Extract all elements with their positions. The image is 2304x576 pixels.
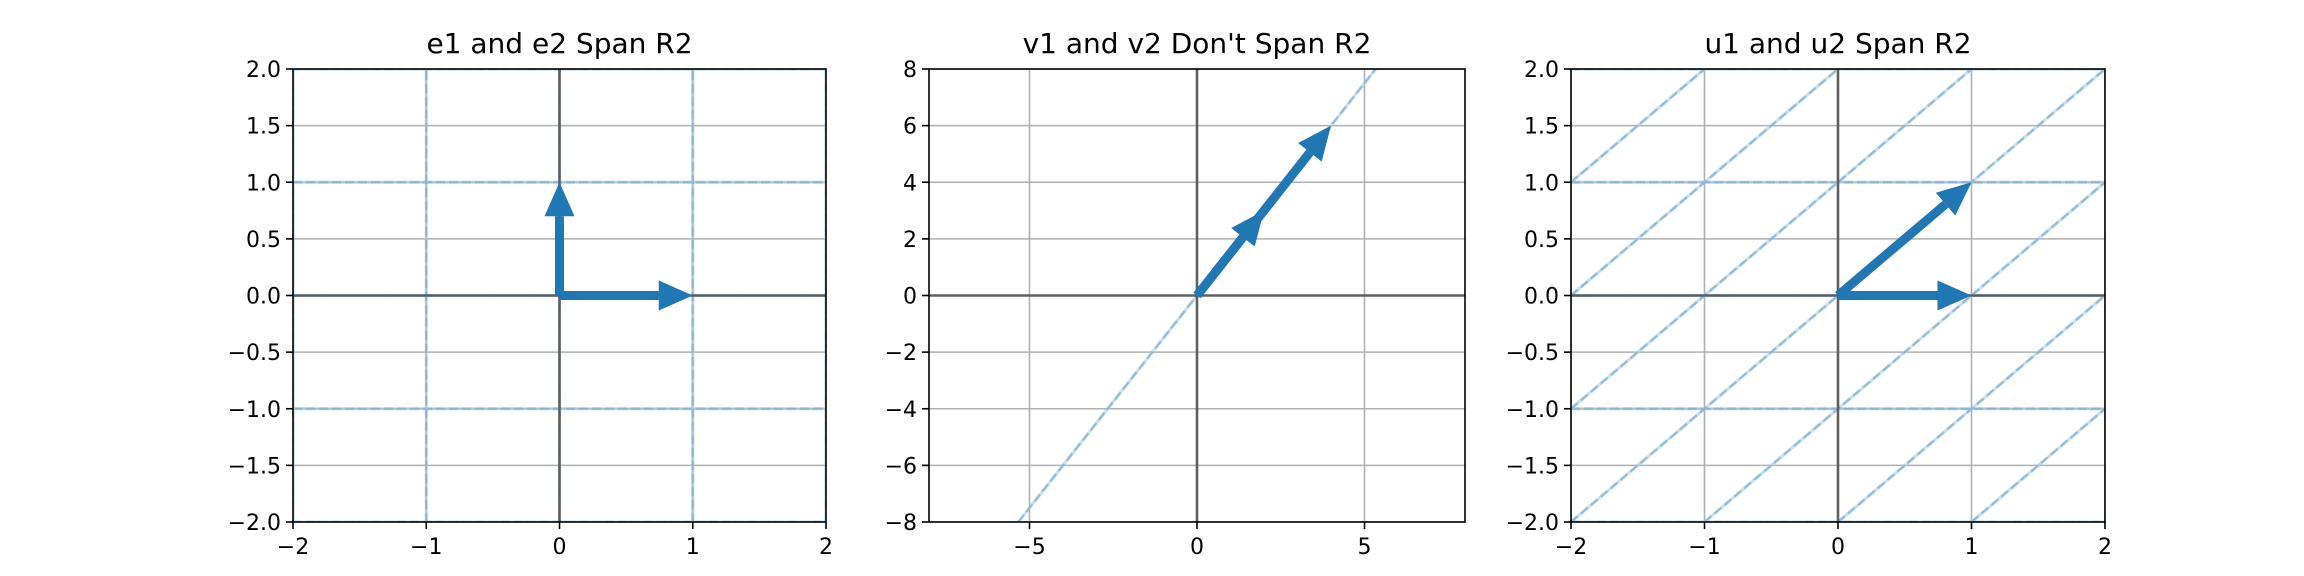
vector-arrow-1	[1838, 280, 1972, 311]
x-tick-label: 0	[1831, 535, 1845, 560]
y-tick-label: −6	[885, 454, 917, 479]
y-tick-label: 6	[903, 115, 917, 140]
y-tick-label: 2.0	[1524, 58, 1559, 83]
chart-title: u1 and u2 Span R2	[1704, 27, 1971, 60]
x-tick-label: −1	[410, 535, 442, 560]
y-tick-label: 0.0	[1524, 285, 1559, 310]
y-tick-label: −2	[885, 341, 917, 366]
plot-area	[1571, 69, 2105, 522]
plot-area	[929, 69, 1465, 522]
vector-head	[544, 182, 575, 217]
x-tick-label: 0	[1190, 535, 1204, 560]
span-line	[1571, 69, 1706, 184]
x-tick-label: 5	[1358, 535, 1372, 560]
span-line	[1703, 181, 2105, 522]
vector-head	[1298, 125, 1331, 162]
vector-arrow-2	[544, 182, 575, 296]
chart-title: v1 and v2 Don't Span R2	[1023, 27, 1372, 60]
y-tick-label: 4	[903, 171, 917, 196]
x-tick-label: 2	[2098, 535, 2112, 560]
y-tick-label: 1.0	[1524, 171, 1559, 196]
y-tick-label: −8	[885, 511, 917, 536]
y-tick-label: 0.0	[246, 285, 281, 310]
vector-head	[1231, 210, 1264, 247]
y-tick-label: 1.5	[246, 115, 281, 140]
y-tick-label: 0.5	[246, 228, 281, 253]
y-tick-label: −0.5	[1506, 341, 1559, 366]
y-tick-label: −2.0	[228, 511, 281, 536]
span-line	[1970, 407, 2105, 522]
span-line	[1571, 69, 1839, 297]
x-tick-label: −5	[1013, 535, 1045, 560]
y-tick-label: −1.5	[1506, 454, 1559, 479]
y-tick-label: 8	[903, 58, 917, 83]
y-tick-label: 2.0	[246, 58, 281, 83]
y-tick-label: −1.0	[228, 398, 281, 423]
span-line	[1571, 69, 1973, 410]
y-tick-label: 1.5	[1524, 115, 1559, 140]
y-tick-label: 0	[903, 285, 917, 310]
chart-panel-2: v1 and v2 Don't Span R2 −5 0 5 −8 −6 −4 −2 0 2 4 6 8	[885, 27, 1466, 560]
chart-panel-3: u1 and u2 Span R2 −2 −1 0 1 2 −2.0 −1.5 −1.0 −0.5…	[1506, 27, 2112, 560]
x-tick-label: −1	[1688, 535, 1720, 560]
x-tick-label: 0	[553, 535, 567, 560]
x-tick-label: 1	[686, 535, 700, 560]
x-tick-label: 1	[1965, 535, 1979, 560]
vector-head	[1935, 182, 1972, 216]
chart-title: e1 and e2 Span R2	[426, 27, 692, 60]
y-tick-label: 0.5	[1524, 228, 1559, 253]
y-tick-label: 2	[903, 228, 917, 253]
x-tick-label: −2	[277, 535, 309, 560]
vector-shaft	[1835, 200, 1949, 299]
y-tick-label: −0.5	[228, 341, 281, 366]
vector-arrow-2	[1193, 210, 1264, 299]
vector-arrow-2	[1835, 182, 1972, 299]
y-tick-label: −2.0	[1506, 511, 1559, 536]
y-tick-label: −1.5	[228, 454, 281, 479]
chart-panel-1: e1 and e2 Span R2 −2 −1 0 1 2 −2.0 −1.5 −1.0 −0.5…	[228, 27, 833, 560]
vector-arrow-1	[559, 280, 693, 311]
x-tick-label: −2	[1555, 535, 1587, 560]
span-line	[1837, 294, 2105, 522]
x-tick-label: 2	[819, 535, 833, 560]
y-tick-label: −4	[885, 398, 917, 423]
plot-area	[293, 69, 826, 522]
y-tick-label: 1.0	[246, 171, 281, 196]
vector-shaft	[1193, 234, 1247, 299]
vector-head	[1937, 280, 1972, 311]
y-tick-label: −1.0	[1506, 398, 1559, 423]
vector-head	[658, 280, 693, 311]
